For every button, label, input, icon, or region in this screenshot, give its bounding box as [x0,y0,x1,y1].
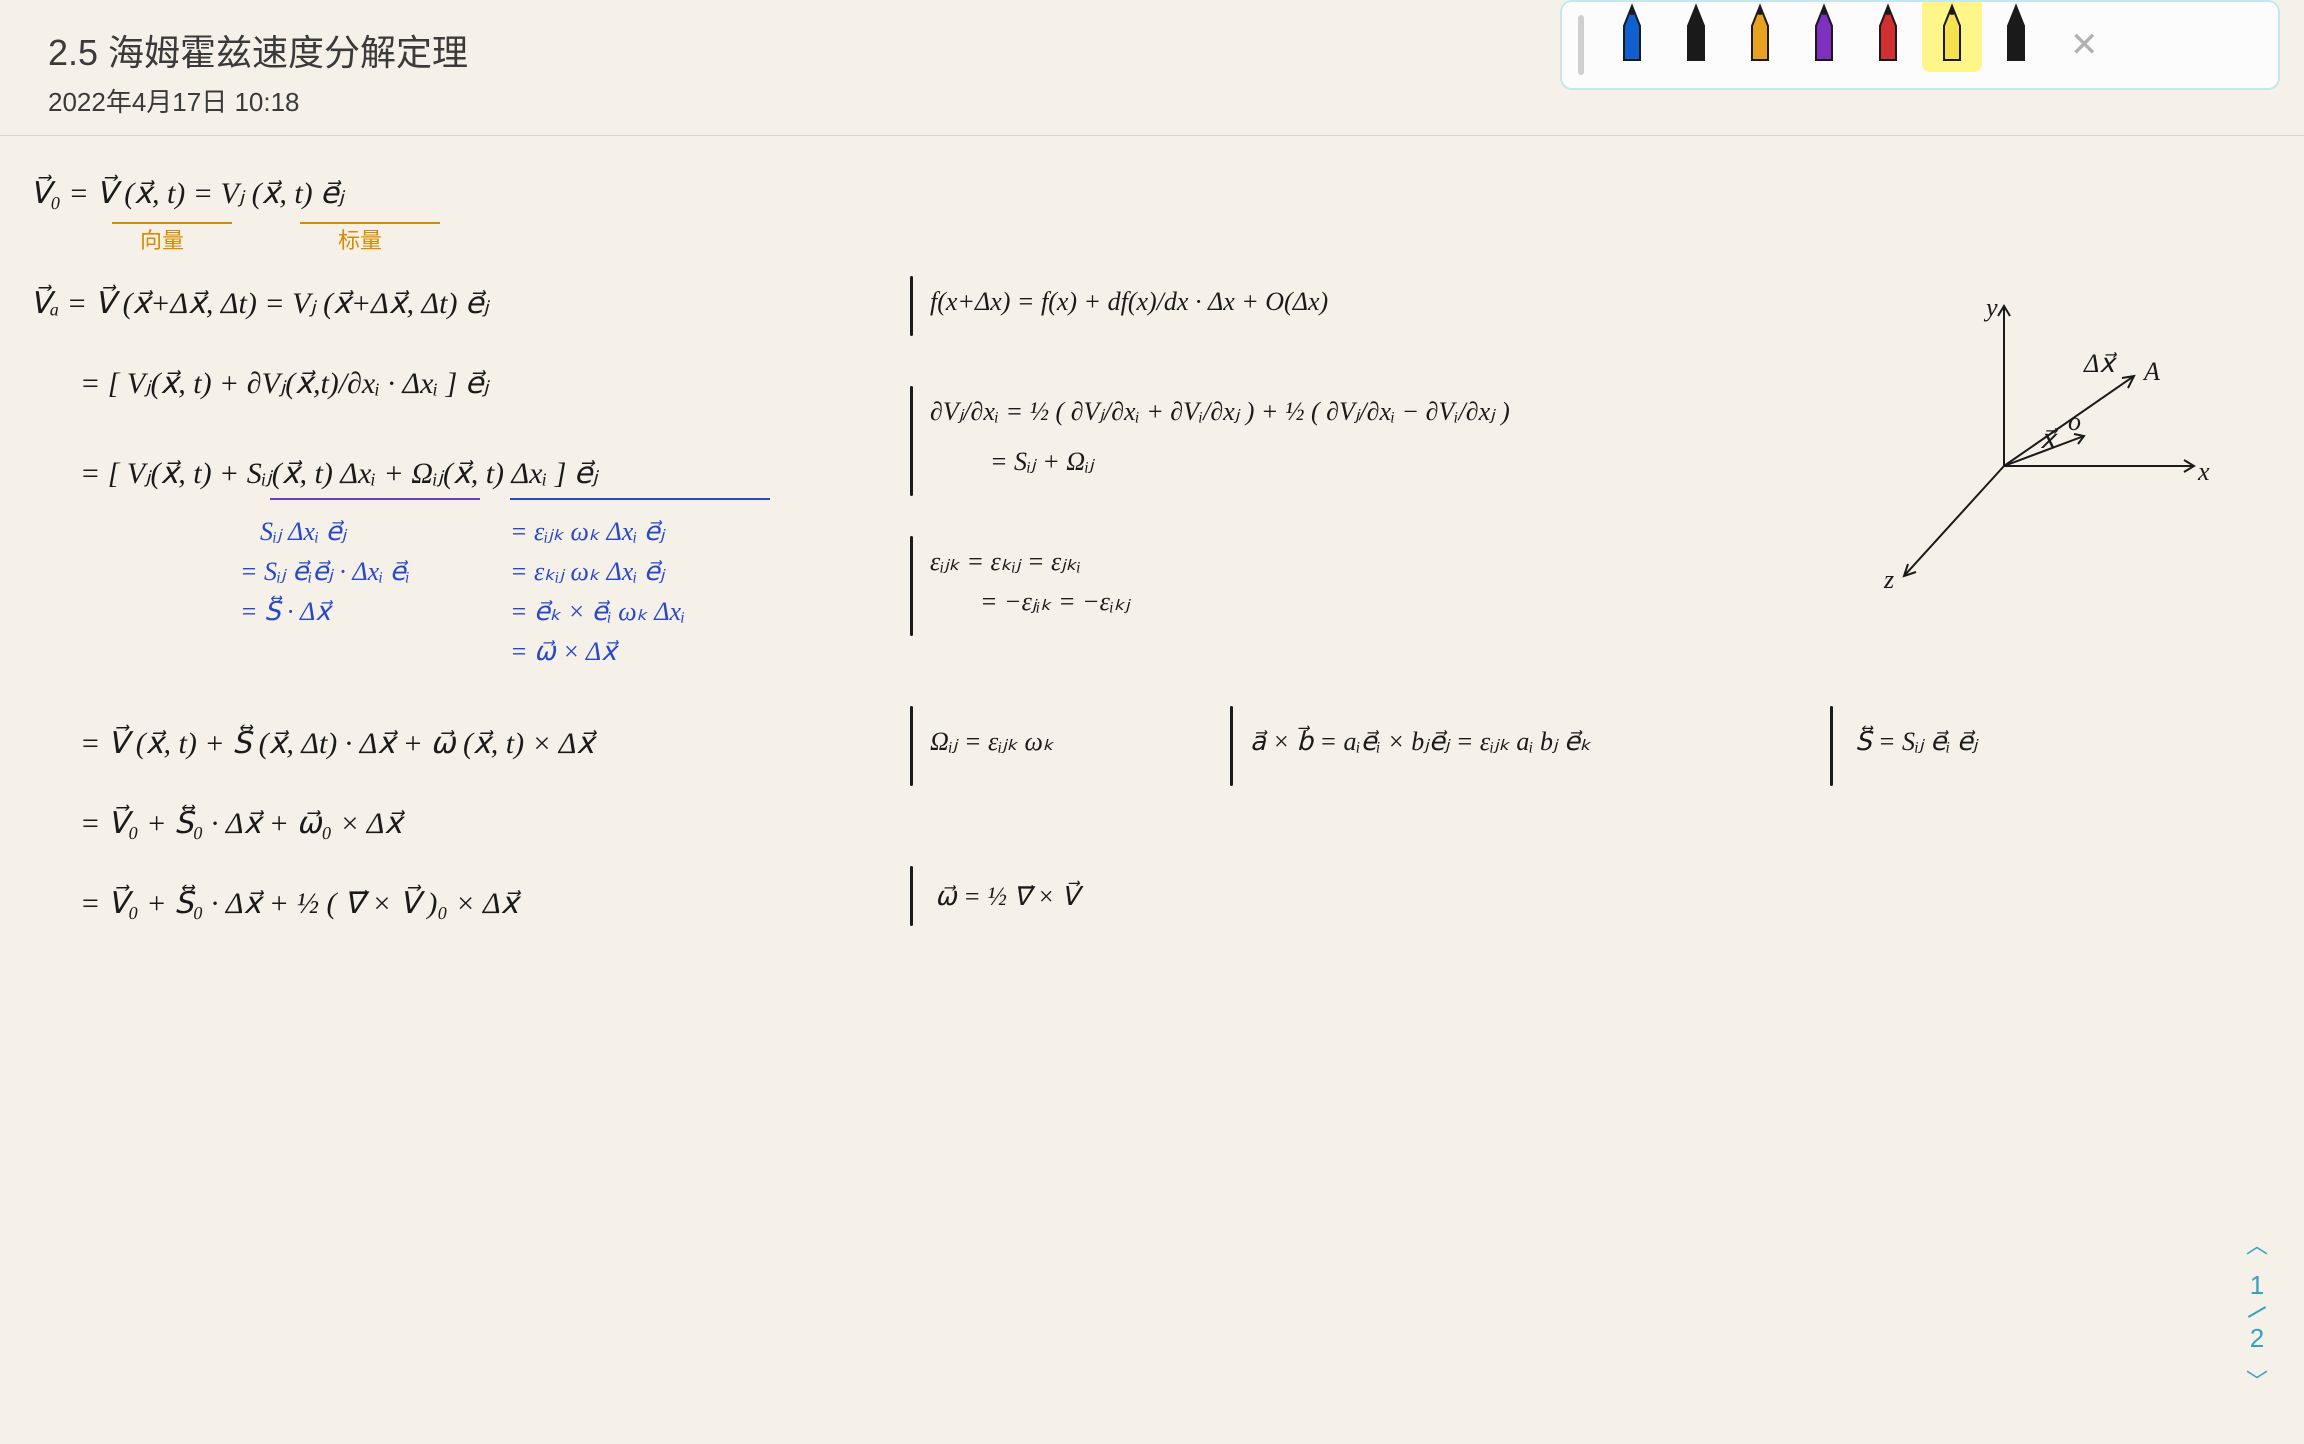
equation-va: V⃗ₐ = V⃗ (x⃗+Δx⃗, Δt) = Vⱼ (x⃗+Δx⃗, Δt) … [30,286,489,322]
pen-highlighter-selected[interactable] [1922,2,1982,72]
close-icon[interactable]: ✕ [2070,25,2099,65]
axis-xvec-label: x⃗ [2040,424,2055,455]
vbar-6 [1830,706,1833,786]
equation-l5: = V⃗ (x⃗, t) + S⃡ (x⃗, Δt) · Δx⃗ + ω⃗ (x… [80,726,594,762]
vbar-1 [910,276,913,336]
toolbar-grip-icon[interactable] [1578,15,1584,75]
blue-left-1: Sᵢⱼ Δxᵢ e⃗ⱼ [260,516,346,547]
pen-blue[interactable] [1602,2,1662,72]
side-split2: = Sᵢⱼ + Ωᵢⱼ [990,446,1094,477]
vbar-7 [910,866,913,926]
side-s: S⃡ = Sᵢⱼ e⃗ᵢ e⃗ⱼ [1855,726,1977,757]
axis-dx-label: Δx⃗ [2084,348,2115,379]
side-omega: Ωᵢⱼ = εᵢⱼₖ ωₖ [930,726,1054,757]
chevron-up-icon[interactable]: ︿ [2246,1228,2268,1260]
chevron-down-icon[interactable]: ﹀ [2246,1364,2268,1396]
axis-o-label: o [2068,406,2081,437]
blue-right-2: = εₖᵢⱼ ωₖ Δxᵢ e⃗ⱼ [510,556,664,587]
equation-l4: = [ Vⱼ(x⃗, t) + Sᵢⱼ(x⃗, t) Δxᵢ + Ωᵢⱼ(x⃗,… [80,456,598,492]
equation-l6: = V⃗₀ + S⃡₀ · Δx⃗ + ω⃗₀ × Δx⃗ [80,806,402,842]
pen-red[interactable] [1858,2,1918,72]
blue-right-4: = ω⃗ × Δx⃗ [510,636,617,667]
side-w: ω⃗ = ½ ∇⃗ × V⃗ [935,881,1079,912]
underline-vector [112,222,232,224]
label-vector: 向量 [140,228,184,254]
side-taylor: f(x+Δx) = f(x) + df(x)/dx · Δx + O(Δx) [930,286,1328,317]
side-cross: a⃗ × b⃗ = aᵢe⃗ᵢ × bⱼe⃗ⱼ = εᵢⱼₖ aᵢ bⱼ e⃗ₖ [1250,726,1591,757]
axis-a-label: A [2144,356,2160,387]
page-navigator: ︿ 1 2 ﹀ [2246,1228,2268,1396]
side-eps1: εᵢⱼₖ = εₖᵢⱼ = εⱼₖᵢ [930,546,1081,577]
underline-omega [510,498,770,500]
pen-black[interactable] [1666,2,1726,72]
axis-y-label: y [1986,292,1998,323]
underline-scalar [300,222,440,224]
vbar-5 [1230,706,1233,786]
equation-l3: = [ Vⱼ(x⃗, t) + ∂Vⱼ(x⃗,t)/∂xᵢ · Δxᵢ ] e⃗… [80,366,489,402]
pen-purple[interactable] [1794,2,1854,72]
blue-left-2: = Sᵢⱼ e⃗ᵢe⃗ⱼ · Δxᵢ e⃗ᵢ [240,556,410,587]
page-separator-icon [2248,1306,2266,1318]
pen-orange[interactable] [1730,2,1790,72]
note-canvas: V⃗₀ = V⃗ (x⃗, t) = Vⱼ (x⃗, t) e⃗ⱼ 向量 标量 … [0,136,2304,216]
blue-left-3: = S⃡ · Δx⃗ [240,596,331,627]
equation-v0: V⃗₀ = V⃗ (x⃗, t) = Vⱼ (x⃗, t) e⃗ⱼ [30,176,344,212]
blue-right-3: = e⃗ₖ × e⃗ᵢ ωₖ Δxᵢ [510,596,685,627]
vbar-2 [910,386,913,496]
axis-x-label: x [2198,456,2210,487]
pen-toolbar: ✕ [1560,0,2280,90]
underline-sij [270,498,480,500]
axis-z-label: z [1884,564,1894,595]
vbar-4 [910,706,913,786]
equation-l7: = V⃗₀ + S⃡₀ · Δx⃗ + ½ ( ∇⃗ × V⃗ )₀ × Δx⃗ [80,886,518,922]
vbar-3 [910,536,913,636]
blue-right-1: = εᵢⱼₖ ωₖ Δxᵢ e⃗ⱼ [510,516,664,547]
side-eps2: = −εⱼᵢₖ = −εᵢₖⱼ [980,586,1130,617]
label-scalar: 标量 [338,228,382,254]
side-split: ∂Vⱼ/∂xᵢ = ½ ( ∂Vⱼ/∂xᵢ + ∂Vᵢ/∂xⱼ ) + ½ ( … [930,396,1510,427]
page-current: 1 [2250,1270,2264,1301]
pen-black-2[interactable] [1986,2,2046,72]
page-total: 2 [2250,1323,2264,1354]
coordinate-axes: y x z A Δx⃗ o x⃗ [1854,286,2214,606]
